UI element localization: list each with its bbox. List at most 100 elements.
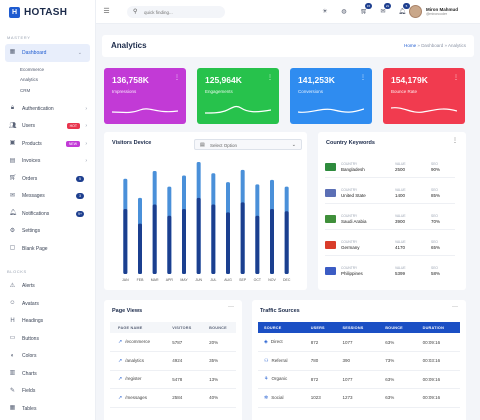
breadcrumb-current: Analytics xyxy=(447,43,466,48)
bar-series-2 xyxy=(240,202,245,274)
more-icon[interactable]: ⋮ xyxy=(360,75,366,81)
x-tick-label: AUG xyxy=(224,278,232,282)
seo-value: 58% xyxy=(431,271,441,276)
source-icon: ◈ xyxy=(264,339,268,345)
breadcrumb-dashboard[interactable]: Dashboard xyxy=(421,43,444,48)
flag-icon xyxy=(325,189,336,197)
keyword-value: 3900 xyxy=(395,219,406,224)
sidebar-item-label: Users xyxy=(22,123,36,130)
visitors-cell: 4924 xyxy=(164,351,202,371)
sparkline xyxy=(112,108,178,114)
user-menu[interactable]: Miron Mahmud @mironcoder xyxy=(409,5,458,18)
bounce-cell: 63% xyxy=(379,333,417,352)
x-tick-label: DEC xyxy=(283,278,291,282)
bar-chart: JAN FEB MAR APR MAY JUN JUL AUG SEP OCT NOV DEC xyxy=(122,162,291,282)
sidebar-item-invoices[interactable]: ▤ Invoices › xyxy=(0,153,95,171)
value-label: VALUE xyxy=(395,162,406,166)
sidebar-item-users[interactable]: 👥︎ Users HOT › xyxy=(0,118,95,136)
message-icon[interactable]: ✉ 21 xyxy=(380,3,391,15)
source-name: Social xyxy=(271,394,284,400)
sessions-cell: 1273 xyxy=(336,388,380,408)
user-name: Miron Mahmud xyxy=(426,7,458,12)
sidebar-item-settings[interactable]: ⚙ Settings xyxy=(0,223,95,241)
logo[interactable]: H HOTASH xyxy=(0,0,95,24)
sidebar-item-authentication[interactable]: 🔒︎ Authentication › xyxy=(0,100,95,118)
breadcrumb-home[interactable]: Home xyxy=(404,43,417,48)
bar-series-2 xyxy=(167,215,172,274)
menu-toggle-icon[interactable]: ☰ xyxy=(103,8,110,15)
more-icon[interactable]: ⋮ xyxy=(452,138,458,144)
source-icon: ⚇ xyxy=(264,357,269,364)
column-header[interactable]: VISITORS xyxy=(164,322,202,333)
page-name-cell[interactable]: ↗/ecommerce xyxy=(110,333,165,352)
sidebar-item-orders[interactable]: 🛒︎ Orders 5 xyxy=(0,170,95,188)
external-link-icon: ↗ xyxy=(118,339,123,345)
column-header[interactable]: BOUNCE xyxy=(379,322,417,333)
source-cell: ◈ Direct xyxy=(258,333,305,352)
flag-icon xyxy=(325,215,336,223)
sidebar-item-colors[interactable]: ◐ Colors xyxy=(0,348,95,366)
sidebar-item-charts[interactable]: ▥ Charts xyxy=(0,365,95,383)
country-label: COUNTRY xyxy=(341,240,358,244)
sidebar-subitem-ecommerce[interactable]: Ecommerce xyxy=(20,66,45,72)
column-header[interactable]: DURATION xyxy=(416,322,460,333)
column-header[interactable]: BOUNCE xyxy=(201,322,236,333)
globe-icon[interactable]: ◍ xyxy=(341,9,347,15)
sidebar-item-avatars[interactable]: ☺ Avatars xyxy=(0,295,95,313)
sidebar-item-notifications[interactable]: 🔔︎ Notifications 9+ xyxy=(0,205,95,223)
sidebar-subitem-analytics[interactable]: Analytics xyxy=(20,77,39,82)
logo-mark: H xyxy=(9,6,20,18)
column-header[interactable]: PAGE NAME xyxy=(110,322,165,333)
source-icon: ✲ xyxy=(264,394,269,401)
page-name-cell[interactable]: ↗/register xyxy=(110,370,165,389)
external-link-icon: ↗ xyxy=(118,394,123,401)
count-badge: 3 xyxy=(76,193,84,200)
sidebar-subitem-crm[interactable]: CRM xyxy=(20,87,31,93)
sidebar-item-fields[interactable]: ✎ Fields xyxy=(0,383,95,401)
count-badge: 9+ xyxy=(76,210,84,217)
bounce-cell: 63% xyxy=(379,370,417,389)
chevron-down-icon: ⌄ xyxy=(77,49,82,56)
more-icon[interactable]: ⋮ xyxy=(267,75,273,81)
flag-icon xyxy=(325,267,336,275)
traffic-sources-table: SOURCE USERS SESSIONS BOUNCE DURATION ◈ D… xyxy=(258,322,460,408)
sidebar-item-label: Avatars xyxy=(22,300,39,307)
sidebar-item-label: Tables xyxy=(22,405,37,412)
seo-value: 70% xyxy=(431,219,441,224)
more-icon[interactable]: ··· xyxy=(452,304,458,310)
option-select[interactable]: ▤ Select Option ⌄ xyxy=(194,139,302,150)
sidebar-item-blank-page[interactable]: ▢ Blank Page xyxy=(0,240,95,258)
sidebar-item-headings[interactable]: H Headings xyxy=(0,313,95,331)
theme-toggle-icon[interactable]: ☀ xyxy=(322,9,328,15)
cart-icon[interactable]: 🛒︎ 15 xyxy=(360,3,372,15)
country-name: Germany xyxy=(341,245,360,250)
value-label: VALUE xyxy=(395,266,406,270)
page-name-cell[interactable]: ↗/analytics xyxy=(110,351,165,371)
sidebar-item-buttons[interactable]: ▭ Buttons xyxy=(0,330,95,348)
value-label: VALUE xyxy=(395,240,406,244)
chevron-right-icon: › xyxy=(85,105,87,112)
search-input[interactable] xyxy=(144,9,219,15)
count-badge: 5 xyxy=(76,175,84,182)
users-cell: 872 xyxy=(304,333,337,352)
sidebar-item-tables[interactable]: ▦ Tables xyxy=(0,400,95,418)
more-icon[interactable]: ⋮ xyxy=(453,75,459,81)
more-icon[interactable]: ⋮ xyxy=(174,75,180,81)
stat-label: Conversions xyxy=(298,89,324,94)
cart-count: 15 xyxy=(365,3,372,9)
sidebar-item-alerts[interactable]: ⚠ Alerts xyxy=(0,278,95,296)
divider xyxy=(325,177,455,178)
page-header: Analytics Home » Dashboard » Analytics xyxy=(102,35,474,57)
column-header[interactable]: SOURCE xyxy=(258,322,305,333)
sidebar-item-messages[interactable]: ✉ Messages 3 xyxy=(0,188,95,206)
column-header[interactable]: SESSIONS xyxy=(336,322,380,333)
search-icon: ⚲ xyxy=(133,9,138,15)
stat-label: Bounce Rate xyxy=(391,89,418,94)
page-name-cell[interactable]: ↗/messages xyxy=(110,388,165,408)
sidebar-item-label: Charts xyxy=(22,370,37,377)
column-header[interactable]: USERS xyxy=(304,322,337,333)
bell-icon[interactable]: 🔔︎ 5 xyxy=(398,3,410,16)
sidebar-item-dashboard[interactable]: ▦ Dashboard ⌄ xyxy=(5,44,90,62)
more-icon[interactable]: ··· xyxy=(228,304,234,310)
sidebar-item-products[interactable]: ▣ Products NEW › xyxy=(0,135,95,153)
